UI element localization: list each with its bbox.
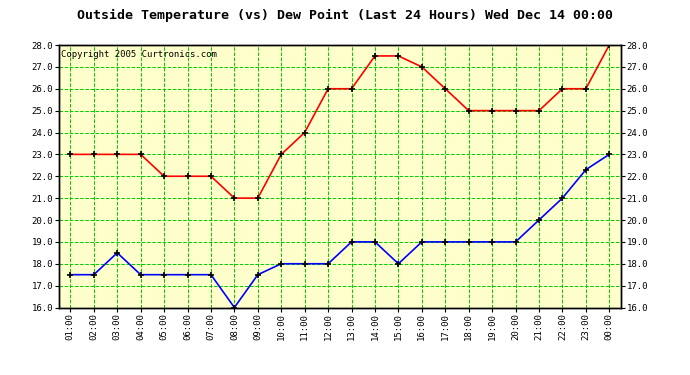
Text: Outside Temperature (vs) Dew Point (Last 24 Hours) Wed Dec 14 00:00: Outside Temperature (vs) Dew Point (Last… [77,9,613,22]
Text: Copyright 2005 Curtronics.com: Copyright 2005 Curtronics.com [61,50,217,59]
